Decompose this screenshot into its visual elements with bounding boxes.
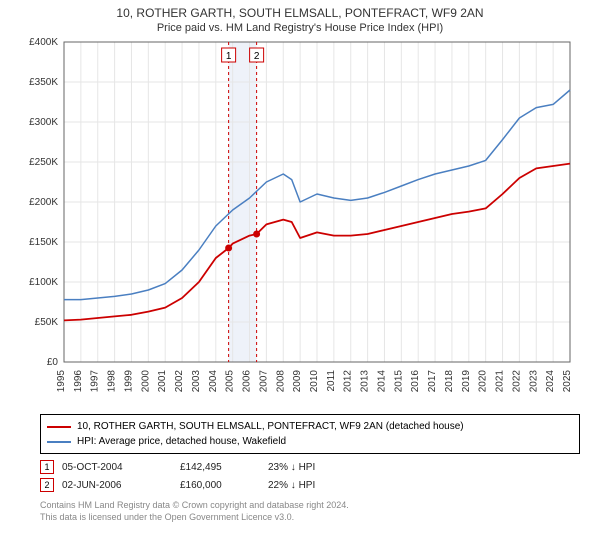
chart-subtitle: Price paid vs. HM Land Registry's House … bbox=[0, 20, 600, 38]
svg-text:1: 1 bbox=[226, 51, 232, 62]
footer-line-1: Contains HM Land Registry data © Crown c… bbox=[40, 500, 580, 512]
legend-label: HPI: Average price, detached house, Wake… bbox=[77, 434, 286, 449]
svg-text:£100K: £100K bbox=[29, 277, 58, 288]
sale-row: 1 05-OCT-2004 £142,495 23% ↓ HPI bbox=[40, 458, 580, 476]
svg-text:£50K: £50K bbox=[35, 317, 59, 328]
svg-text:2: 2 bbox=[254, 51, 260, 62]
svg-text:2007: 2007 bbox=[258, 370, 269, 393]
svg-text:1995: 1995 bbox=[56, 370, 67, 393]
svg-text:2022: 2022 bbox=[511, 370, 522, 393]
sale-price: £160,000 bbox=[180, 480, 260, 491]
chart-area: £0 £50K £100K £150K £200K £250K £300K £350K £400… bbox=[20, 38, 580, 408]
svg-text:1996: 1996 bbox=[73, 370, 84, 393]
sale-price: £142,495 bbox=[180, 462, 260, 473]
svg-text:2002: 2002 bbox=[174, 370, 185, 393]
svg-text:2011: 2011 bbox=[326, 370, 337, 392]
svg-text:2010: 2010 bbox=[309, 370, 320, 393]
legend: 10, ROTHER GARTH, SOUTH ELMSALL, PONTEFR… bbox=[40, 414, 580, 454]
sale-date: 02-JUN-2006 bbox=[62, 480, 172, 491]
svg-text:£200K: £200K bbox=[29, 197, 58, 208]
svg-text:2015: 2015 bbox=[393, 370, 404, 393]
svg-text:2025: 2025 bbox=[562, 370, 573, 393]
svg-text:2023: 2023 bbox=[528, 370, 539, 393]
sales-table: 1 05-OCT-2004 £142,495 23% ↓ HPI 2 02-JUN-200… bbox=[40, 458, 580, 494]
svg-text:£150K: £150K bbox=[29, 237, 58, 248]
svg-text:2020: 2020 bbox=[478, 370, 489, 393]
svg-text:2016: 2016 bbox=[410, 370, 421, 393]
legend-item: HPI: Average price, detached house, Wake… bbox=[47, 434, 573, 449]
sale-pct-vs-hpi: 22% ↓ HPI bbox=[268, 480, 358, 491]
svg-text:2006: 2006 bbox=[242, 370, 253, 393]
svg-text:2005: 2005 bbox=[225, 370, 236, 393]
legend-swatch bbox=[47, 426, 71, 428]
svg-text:2001: 2001 bbox=[157, 370, 168, 393]
svg-text:£250K: £250K bbox=[29, 157, 58, 168]
svg-text:£350K: £350K bbox=[29, 77, 58, 88]
svg-text:2019: 2019 bbox=[461, 370, 472, 393]
svg-text:2017: 2017 bbox=[427, 370, 438, 393]
svg-text:£0: £0 bbox=[47, 357, 59, 368]
chart-title: 10, ROTHER GARTH, SOUTH ELMSALL, PONTEFR… bbox=[0, 0, 600, 20]
svg-text:1997: 1997 bbox=[90, 370, 101, 393]
svg-text:2009: 2009 bbox=[292, 370, 303, 393]
svg-text:2021: 2021 bbox=[495, 370, 506, 393]
sale-row: 2 02-JUN-2006 £160,000 22% ↓ HPI bbox=[40, 476, 580, 494]
sale-marker: 1 bbox=[40, 460, 54, 474]
legend-label: 10, ROTHER GARTH, SOUTH ELMSALL, PONTEFR… bbox=[77, 419, 464, 434]
svg-text:£400K: £400K bbox=[29, 38, 58, 48]
svg-text:2004: 2004 bbox=[208, 370, 219, 393]
footer-attribution: Contains HM Land Registry data © Crown c… bbox=[40, 500, 580, 523]
svg-text:2018: 2018 bbox=[444, 370, 455, 393]
svg-text:1998: 1998 bbox=[107, 370, 118, 393]
svg-text:1999: 1999 bbox=[123, 370, 134, 393]
svg-text:£300K: £300K bbox=[29, 117, 58, 128]
svg-text:2024: 2024 bbox=[545, 370, 556, 393]
svg-text:2000: 2000 bbox=[140, 370, 151, 393]
svg-text:2013: 2013 bbox=[360, 370, 371, 393]
svg-text:2014: 2014 bbox=[376, 370, 387, 393]
svg-text:2003: 2003 bbox=[191, 370, 202, 393]
svg-text:2012: 2012 bbox=[343, 370, 354, 393]
sale-marker: 2 bbox=[40, 478, 54, 492]
sale-date: 05-OCT-2004 bbox=[62, 462, 172, 473]
sale-pct-vs-hpi: 23% ↓ HPI bbox=[268, 462, 358, 473]
footer-line-2: This data is licensed under the Open Gov… bbox=[40, 512, 580, 524]
svg-text:2008: 2008 bbox=[275, 370, 286, 393]
line-chart-svg: £0 £50K £100K £150K £200K £250K £300K £350K £400… bbox=[20, 38, 580, 408]
legend-item: 10, ROTHER GARTH, SOUTH ELMSALL, PONTEFR… bbox=[47, 419, 573, 434]
legend-swatch bbox=[47, 441, 71, 443]
